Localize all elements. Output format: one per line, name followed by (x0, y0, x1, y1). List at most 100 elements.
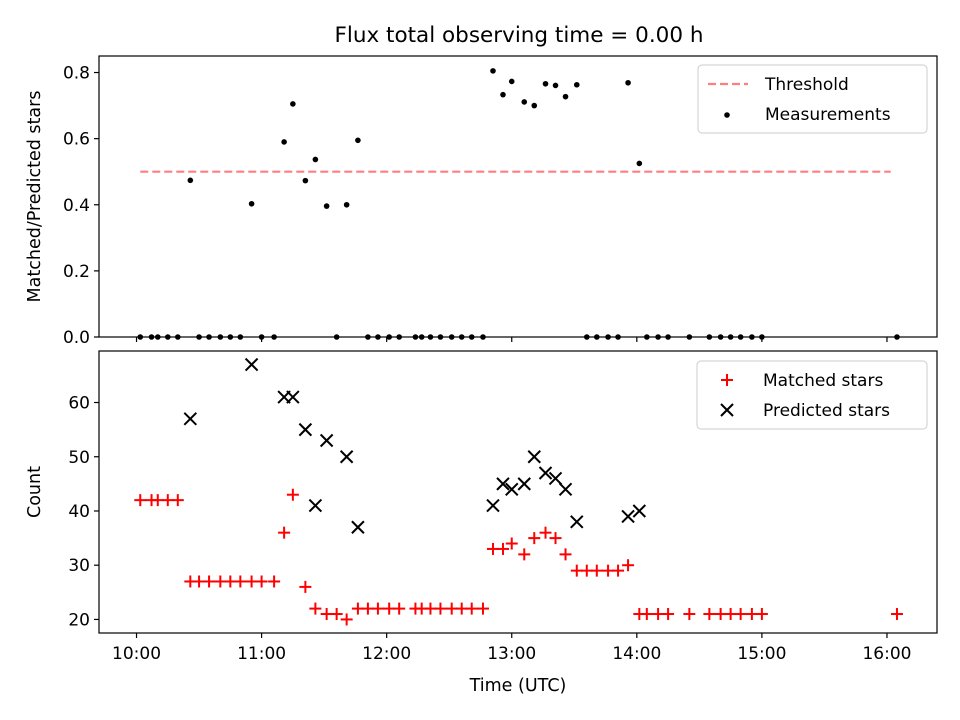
matched-point (652, 608, 665, 621)
legend-measurements-swatch (724, 112, 730, 118)
predicted-point (621, 509, 635, 524)
legend-threshold-label: Threshold (764, 75, 849, 95)
measurement-point (412, 334, 419, 340)
measurement-point (174, 334, 181, 340)
matched-point (330, 608, 343, 621)
matched-point (640, 608, 653, 621)
bottom-xtick-label: 11:00 (237, 644, 286, 664)
measurement-point (605, 334, 611, 340)
predicted-point (244, 357, 259, 372)
measurement-point (686, 334, 693, 340)
measurement-point (593, 334, 600, 340)
matched-point (539, 526, 552, 539)
matched-point (171, 494, 184, 507)
bottom-xlabel: Time (UTC) (469, 676, 567, 696)
measurement-point (531, 102, 538, 109)
matched-point (268, 575, 281, 588)
matched-point (580, 564, 593, 577)
matched-point (518, 548, 531, 561)
measurement-point (281, 139, 287, 145)
predicted-point (527, 450, 541, 464)
predicted-point (548, 471, 563, 486)
measurement-point (343, 201, 350, 208)
matched-point (445, 602, 458, 615)
bottom-ytick-label: 30 (68, 556, 90, 576)
measurement-point (500, 91, 506, 98)
predicted-point (505, 482, 519, 496)
measurement-point (271, 334, 277, 340)
measurement-point (665, 334, 671, 340)
matched-point (134, 494, 147, 507)
measurement-point (644, 334, 650, 340)
matched-point (255, 575, 268, 588)
predicted-point (319, 433, 334, 448)
top-ytick-label: 0.4 (63, 196, 90, 216)
measurement-point (552, 82, 559, 89)
measurement-point (480, 334, 486, 340)
measurement-point (418, 334, 425, 340)
matched-point (245, 575, 258, 588)
measurement-point (187, 177, 194, 184)
bottom-xtick-label: 12:00 (362, 644, 411, 664)
measurement-point (154, 334, 161, 340)
measurement-point (437, 334, 444, 340)
measurement-point (386, 334, 392, 340)
matched-point (745, 608, 758, 621)
matched-point (714, 608, 727, 621)
measurement-point (302, 177, 309, 184)
matched-point (286, 488, 299, 501)
matched-point (361, 602, 374, 615)
matched-point (662, 608, 675, 621)
measurement-point (636, 160, 643, 167)
measurement-point (396, 334, 402, 340)
measurement-point (625, 79, 631, 86)
matched-point (612, 564, 625, 577)
bottom-ytick-label: 60 (68, 394, 90, 414)
bottom-xtick-label: 10:00 (112, 644, 161, 664)
measurement-point (217, 334, 224, 340)
measurement-point (727, 334, 734, 340)
measurement-point (258, 334, 265, 340)
bottom-legend: Matched stars Predicted stars (696, 360, 928, 430)
measurement-point (759, 334, 765, 340)
bottom-xtick-label: 14:00 (612, 644, 661, 664)
matched-point (622, 559, 635, 572)
predicted-point (339, 450, 354, 464)
bottom-ylabel: Count (25, 466, 45, 518)
measurement-point (583, 334, 590, 340)
predicted-point (538, 466, 553, 480)
matched-point (455, 602, 468, 615)
measurement-point (196, 334, 202, 340)
measurement-point (737, 334, 744, 340)
matched-point (734, 608, 747, 621)
top-ytick-label: 0.8 (63, 64, 90, 84)
measurement-point (355, 137, 361, 144)
matched-point (505, 537, 518, 550)
matched-point (234, 575, 247, 588)
bottom-panel: 20 30 40 50 60 10:00 11:00 12:00 13:00 14:00 15:00… (25, 350, 938, 696)
measurement-point (312, 156, 319, 163)
measurement-point (427, 334, 434, 340)
measurement-point (615, 334, 621, 340)
predicted-point (183, 412, 198, 426)
bottom-ytick-label: 40 (68, 502, 90, 522)
bottom-xtick-label: 13:00 (487, 644, 536, 664)
matched-point (703, 608, 716, 621)
predicted-point (632, 504, 647, 518)
matched-point (224, 575, 237, 588)
measurement-point (333, 334, 340, 340)
predicted-point (517, 477, 531, 491)
measurement-point (148, 334, 155, 340)
measurement-point (365, 334, 371, 340)
measurement-point (290, 101, 296, 107)
measurement-point (323, 203, 330, 209)
top-ylabel: Matched/Predicted stars (25, 91, 45, 303)
bottom-ytick-label: 50 (68, 448, 90, 468)
matched-point (476, 602, 489, 615)
measurement-point (894, 334, 900, 340)
predicted-point (286, 390, 300, 404)
matched-point (465, 602, 478, 615)
measurement-point (375, 334, 381, 340)
bottom-axes-frame (98, 350, 938, 634)
